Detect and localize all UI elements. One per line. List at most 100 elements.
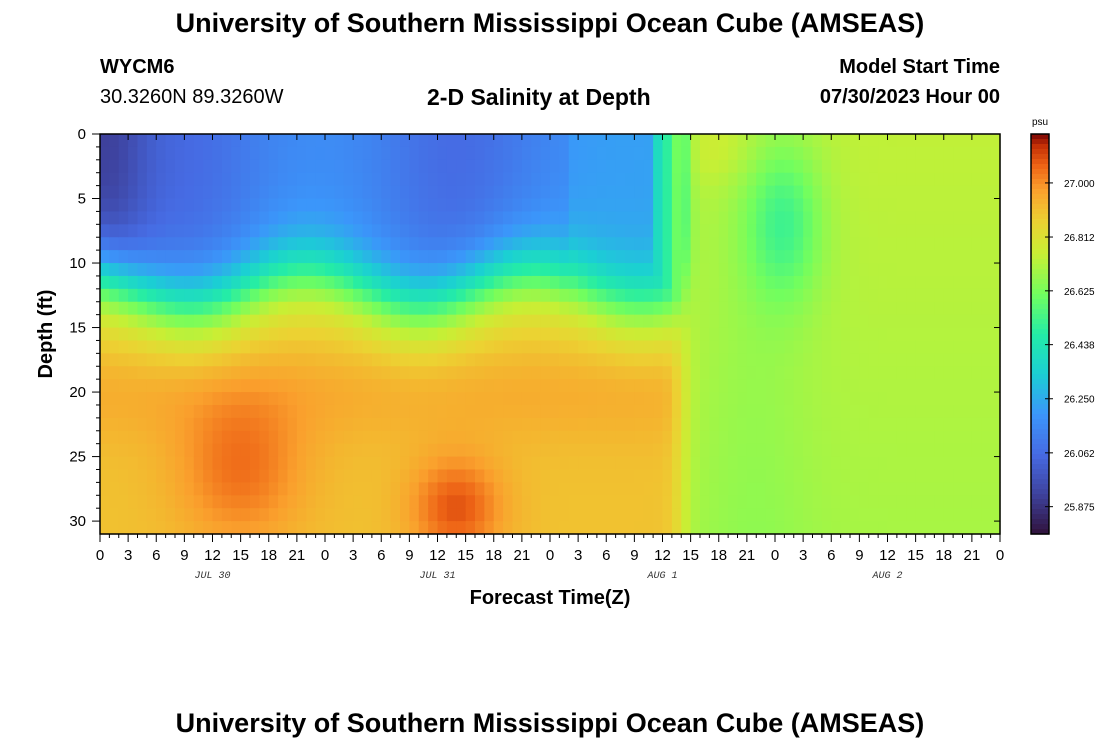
x-tick-label: 6 <box>827 547 835 564</box>
heatmap-cell <box>962 185 973 200</box>
heatmap-cell <box>203 250 214 264</box>
heatmap-cell <box>175 327 185 342</box>
heatmap-cell <box>906 250 917 264</box>
heatmap-cell <box>400 198 410 213</box>
heatmap-cell <box>793 508 804 522</box>
heatmap-cell <box>578 185 589 200</box>
x-tick-label: 0 <box>96 547 104 564</box>
heatmap-cell <box>850 495 860 509</box>
heatmap-cell <box>962 159 973 174</box>
heatmap-cell <box>437 172 448 187</box>
heatmap-cell <box>775 211 785 225</box>
heatmap-cell <box>887 250 898 264</box>
heatmap-cell <box>746 521 757 535</box>
heatmap-cell <box>559 288 570 303</box>
heatmap-cell <box>925 185 935 200</box>
heatmap-cell <box>353 314 364 329</box>
heatmap-cell <box>296 172 307 187</box>
heatmap-cell <box>868 521 879 535</box>
heatmap-cell <box>962 198 973 213</box>
heatmap-cell <box>409 288 420 303</box>
heatmap-cell <box>128 327 139 342</box>
heatmap-cell <box>184 469 195 483</box>
heatmap-cell <box>512 495 523 509</box>
heatmap-cell <box>925 366 935 380</box>
heatmap-cell <box>268 469 279 483</box>
heatmap-cell <box>484 353 495 367</box>
heatmap-cell <box>821 198 832 213</box>
heatmap-cell <box>475 288 485 303</box>
heatmap-cell <box>962 275 973 290</box>
heatmap-cell <box>550 314 560 329</box>
heatmap-cell <box>756 392 767 406</box>
x-tick-label: 0 <box>771 547 779 564</box>
x-tick-label: 6 <box>602 547 610 564</box>
heatmap-cell <box>643 198 654 213</box>
colorbar-segment <box>1031 399 1049 405</box>
heatmap-cell <box>381 366 392 380</box>
heatmap-cell <box>962 301 973 316</box>
heatmap-cell <box>718 508 729 522</box>
heatmap-cell <box>803 263 814 277</box>
heatmap-cell <box>128 288 139 303</box>
heatmap-cell <box>343 469 354 483</box>
heatmap-cell <box>840 366 851 380</box>
heatmap-cell <box>671 327 682 342</box>
heatmap-cell <box>887 495 898 509</box>
heatmap-cell <box>896 353 907 367</box>
heatmap-cell <box>428 146 439 161</box>
heatmap-cell <box>165 327 176 342</box>
heatmap-cell <box>653 275 664 290</box>
heatmap-cell <box>343 146 354 161</box>
heatmap-cell <box>371 275 382 290</box>
heatmap-cell <box>287 288 298 303</box>
heatmap-cell <box>118 430 129 445</box>
heatmap-cell <box>118 275 129 290</box>
heatmap-cell <box>259 379 270 393</box>
heatmap-cell <box>409 263 420 277</box>
heatmap-cell <box>831 366 842 380</box>
heatmap-cell <box>765 443 776 458</box>
heatmap-cell <box>803 288 814 303</box>
heatmap-cell <box>446 482 457 496</box>
heatmap-cell <box>971 482 982 496</box>
heatmap-cell <box>634 198 645 213</box>
heatmap-cell <box>212 172 223 187</box>
heatmap-cell <box>456 263 467 277</box>
heatmap-cell <box>212 508 223 522</box>
heatmap-cell <box>484 314 495 329</box>
heatmap-cell <box>606 237 617 251</box>
heatmap-cell <box>962 211 973 225</box>
heatmap-cell <box>400 224 410 238</box>
heatmap-cell <box>353 185 364 200</box>
heatmap-cell <box>981 314 992 329</box>
heatmap-cell <box>550 159 560 174</box>
heatmap-cell <box>484 392 495 406</box>
heatmap-cell <box>700 146 710 161</box>
heatmap-cell <box>990 495 1001 509</box>
heatmap-cell <box>793 185 804 200</box>
heatmap-cell <box>418 327 429 342</box>
heatmap-cell <box>268 134 279 148</box>
heatmap-cell <box>362 469 373 483</box>
heatmap-cell <box>962 482 973 496</box>
heatmap-cell <box>784 134 795 148</box>
heatmap-cell <box>793 366 804 380</box>
heatmap-cell <box>118 404 129 419</box>
heatmap-cell <box>400 353 410 367</box>
heatmap-cell <box>146 211 157 225</box>
heatmap-cell <box>428 288 439 303</box>
heatmap-cell <box>446 237 457 251</box>
heatmap-cell <box>503 224 514 238</box>
heatmap-cell <box>831 211 842 225</box>
heatmap-cell <box>531 353 542 367</box>
heatmap-cell <box>400 340 410 354</box>
heatmap-cell <box>465 198 476 213</box>
heatmap-cell <box>821 392 832 406</box>
heatmap-cell <box>100 366 110 380</box>
heatmap-cell <box>371 172 382 187</box>
heatmap-cell <box>821 172 832 187</box>
heatmap-cell <box>296 456 307 471</box>
heatmap-cell <box>278 392 289 406</box>
heatmap-cell <box>165 469 176 483</box>
